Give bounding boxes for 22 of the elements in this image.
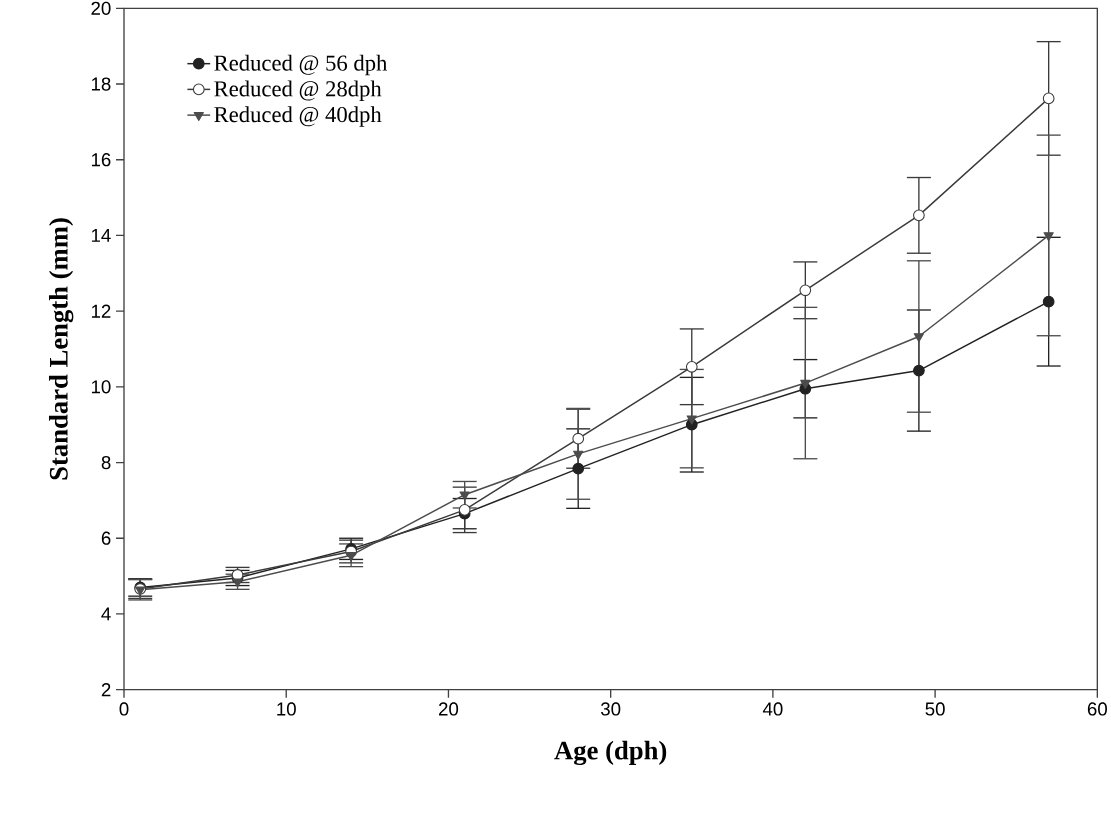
x-tick-label: 0 <box>119 702 129 716</box>
y-tick-label: 12 <box>91 304 111 318</box>
x-tick-label: 10 <box>277 702 296 716</box>
x-axis-title: Age (dph) <box>554 740 667 766</box>
y-tick-label: 20 <box>91 1 111 15</box>
y-tick-label: 10 <box>91 380 111 394</box>
legend-label: Reduced @ 40dph <box>214 106 382 127</box>
x-tick-label: 20 <box>439 702 459 716</box>
x-tick-label: 40 <box>762 702 783 716</box>
legend-label: Reduced @ 28dph <box>214 80 382 102</box>
legend-label: Reduced @ 56 dph <box>214 54 388 76</box>
y-tick-label: 8 <box>101 455 111 470</box>
y-axis-title: Standard Length (mm) <box>48 218 74 480</box>
x-tick-label: 30 <box>601 702 621 716</box>
y-tick-label: 14 <box>91 229 111 242</box>
y-tick-label: 18 <box>91 77 111 91</box>
y-tick-label: 16 <box>91 153 111 167</box>
x-tick-label: 60 <box>1087 702 1107 716</box>
x-tick-label: 50 <box>925 702 945 716</box>
y-tick-label: 4 <box>101 607 111 621</box>
y-tick-label: 6 <box>101 531 111 545</box>
y-tick-label: 2 <box>101 683 111 697</box>
